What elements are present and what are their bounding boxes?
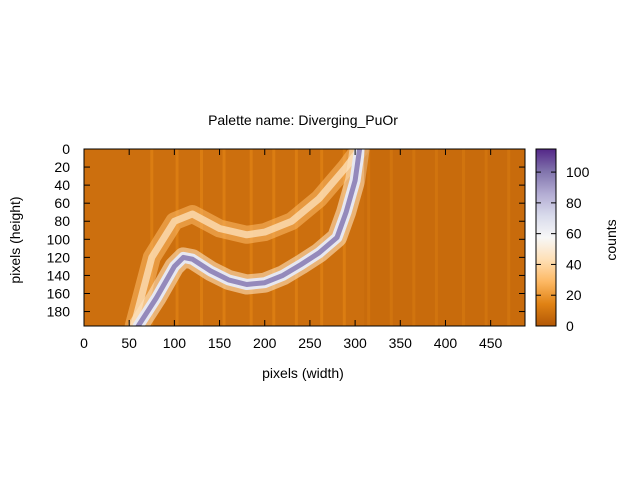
- heatmap-stripe: [367, 149, 371, 326]
- y-tick-label: 160: [47, 285, 71, 301]
- colorbar-tick-label: 40: [566, 256, 582, 272]
- colorbar-label: counts: [603, 219, 619, 260]
- x-tick-label: 50: [121, 335, 137, 351]
- colorbar-tick-label: 20: [566, 287, 582, 303]
- colorbar-tick-label: 80: [566, 195, 582, 211]
- halo-band-core: [130, 149, 364, 326]
- colorbar-tick-label: 60: [566, 226, 582, 242]
- heatmap-stripe: [150, 149, 154, 326]
- y-tick-label: 80: [54, 213, 70, 229]
- x-tick-label: 150: [208, 335, 232, 351]
- x-axis-label: pixels (width): [262, 365, 344, 381]
- colorbar-axis: 0 20 40 60 80 100: [536, 164, 590, 334]
- x-tick-label: 300: [343, 335, 367, 351]
- x-tick-label: 250: [298, 335, 322, 351]
- y-tick-label: 0: [62, 141, 70, 157]
- y-tick-label: 180: [47, 304, 71, 320]
- colorbar-tick-label: 0: [566, 318, 574, 334]
- y-tick-label: 120: [47, 249, 71, 265]
- heatmap-stripe: [175, 149, 179, 326]
- chart-title: Palette name: Diverging_PuOr: [208, 112, 398, 128]
- bright-band-core: [135, 149, 363, 326]
- heatmap-dark-region: [364, 149, 525, 326]
- x-axis: 0 50 100 150 200 250 300 350 400 450: [80, 149, 503, 351]
- heatmap-stripe: [389, 149, 393, 326]
- x-tick-label: 350: [389, 335, 413, 351]
- plot-frame: [83, 148, 526, 327]
- x-tick-label: 100: [163, 335, 187, 351]
- x-tick-label: 450: [479, 335, 503, 351]
- heatmap-stripe: [484, 149, 488, 326]
- heatmap-stripe: [412, 149, 416, 326]
- y-axis-label: pixels (height): [7, 196, 23, 283]
- y-tick-label: 140: [47, 267, 71, 283]
- heatmap-stripe: [294, 149, 298, 326]
- colorbar: [535, 148, 557, 327]
- y-tick-label: 20: [54, 159, 70, 175]
- colorbar-tick-label: 100: [566, 164, 590, 180]
- y-tick-label: 100: [47, 231, 71, 247]
- y-axis: 0 20 40 60 80 100 120 140 160 180: [47, 141, 525, 320]
- y-tick-label: 60: [54, 195, 70, 211]
- x-tick-label: 0: [80, 335, 88, 351]
- x-tick-label: 200: [253, 335, 277, 351]
- y-tick-label: 40: [54, 177, 70, 193]
- heatmap-stripe: [507, 149, 511, 326]
- heatmap-stripe: [199, 149, 203, 326]
- heatmap-stripe: [434, 149, 438, 326]
- heatmap-stripe: [462, 149, 466, 326]
- heatmap-area: [84, 149, 525, 326]
- x-tick-label: 400: [434, 335, 458, 351]
